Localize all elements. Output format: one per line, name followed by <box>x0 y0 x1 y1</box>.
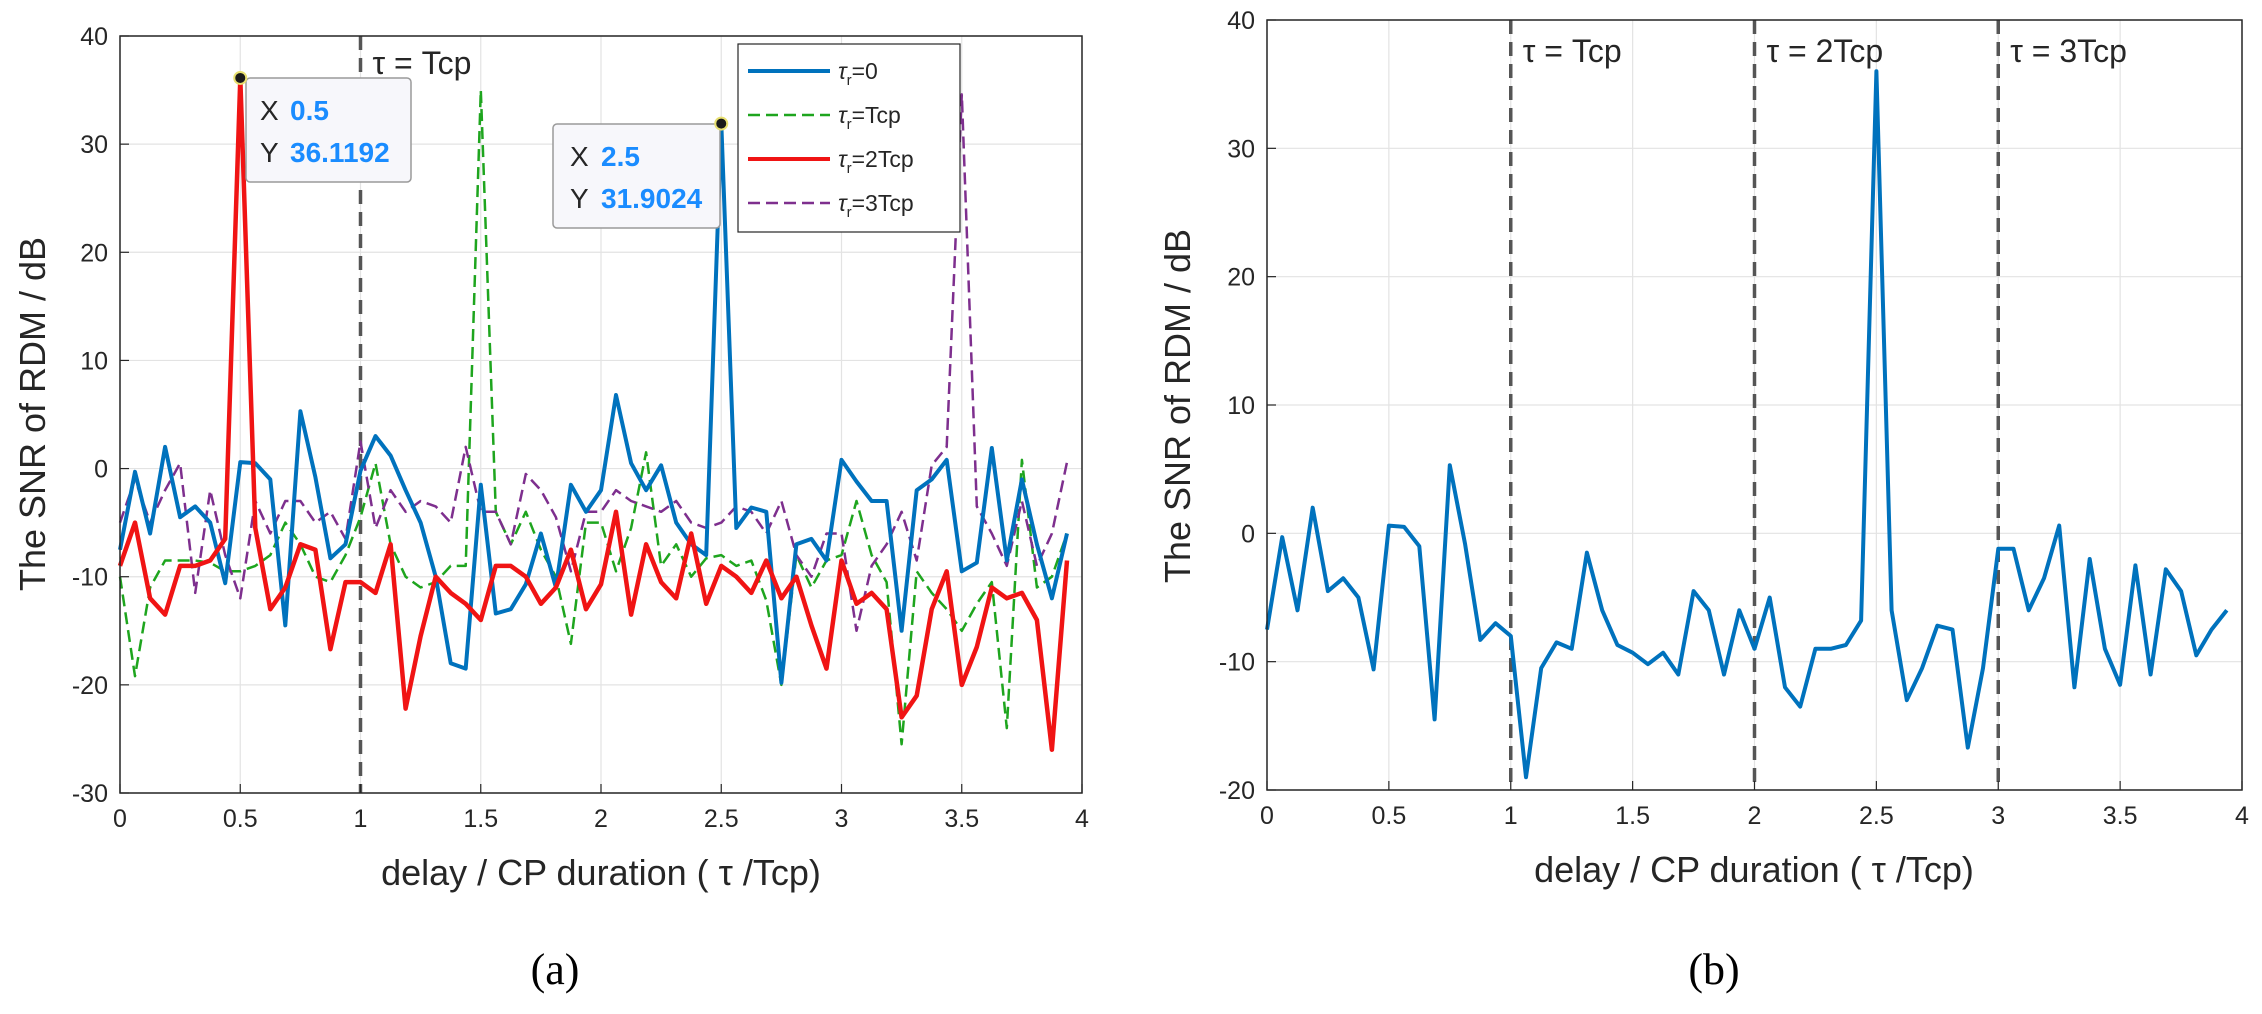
legend-label-symbol: τ <box>838 58 848 84</box>
vlines-a: τ = Tcp <box>358 36 472 793</box>
x-tick-label: 2.5 <box>1859 802 1894 830</box>
y-tick-label: 0 <box>94 456 108 484</box>
legend-label-tail: =0 <box>852 58 878 84</box>
y-tick-label: -10 <box>1219 649 1255 677</box>
series-group-b <box>1265 69 2229 780</box>
ticks-a: 0 0.5 1 1.5 2 2.5 3 3.5 4 -30 -20 -10 0 10 20 30 40 <box>72 23 1089 833</box>
legend-item-3[interactable]: τr=2Tcp <box>748 146 914 177</box>
series-line-a-3 <box>117 75 1070 752</box>
legend-label: τr=2Tcp <box>838 146 914 177</box>
vlines-b: τ = Tcp τ = 2Tcp τ = 3Tcp <box>1509 20 2127 790</box>
datatip-y-key: Y <box>570 183 589 214</box>
datatip-x-value: 2.5 <box>601 141 640 172</box>
y-tick-label: 10 <box>1227 392 1255 420</box>
datatips-a: X 0.5 Y 36.1192 X 2.5 Y 31.9024 <box>233 70 729 229</box>
y-tick-label: -20 <box>72 672 108 700</box>
datatip-y-value: 31.9024 <box>601 183 703 214</box>
panel-label-b: (b) <box>1688 945 1739 994</box>
legend-label-tail: =2Tcp <box>852 146 914 172</box>
x-tick-label: 0.5 <box>1371 802 1406 830</box>
legend-label-subscript: r <box>847 204 852 221</box>
x-tick-label: 0.5 <box>223 805 258 833</box>
x-axis-label-b: delay / CP duration ( τ /Tcp) <box>1534 849 1974 890</box>
legend-item-1[interactable]: τr=0 <box>748 58 878 89</box>
series-group-a <box>117 75 1070 752</box>
x-tick-label: 2.5 <box>704 805 739 833</box>
datatip-2[interactable]: X 2.5 Y 31.9024 <box>552 116 729 229</box>
datatip-marker[interactable] <box>233 70 248 85</box>
x-tick-label: 4 <box>1075 805 1089 833</box>
x-tick-label: 1 <box>1504 802 1518 830</box>
y-tick-label: 0 <box>1241 520 1255 548</box>
x-tick-label: 3 <box>835 805 849 833</box>
y-tick-label: 40 <box>1227 7 1255 35</box>
x-tick-label: 0 <box>113 805 127 833</box>
y-tick-label: -30 <box>72 780 108 808</box>
series-line-a-4 <box>118 93 1069 633</box>
legend-label: τr=3Tcp <box>838 190 914 221</box>
ticks-b: 0 0.5 1 1.5 2 2.5 3 3.5 4 -20 -10 0 10 20 30 40 <box>1219 7 2249 830</box>
y-tick-label: 30 <box>80 131 108 159</box>
legend-label-subscript: r <box>847 116 852 133</box>
vline-label-1: τ = Tcp <box>1523 33 1622 69</box>
y-tick-label: 30 <box>1227 135 1255 163</box>
x-tick-label: 3.5 <box>2103 802 2138 830</box>
legend-label-symbol: τ <box>838 102 848 128</box>
legend-label-subscript: r <box>847 160 852 177</box>
legend-label-subscript: r <box>847 72 852 89</box>
legend-label-tail: =3Tcp <box>852 190 914 216</box>
legend-box <box>737 43 961 233</box>
datatip-box <box>245 77 412 183</box>
y-tick-label: 20 <box>1227 264 1255 292</box>
legend-item-4[interactable]: τr=3Tcp <box>748 190 914 221</box>
vline-label-3: τ = 3Tcp <box>2010 33 2127 69</box>
x-tick-label: 0 <box>1260 802 1274 830</box>
legend-label-symbol: τ <box>838 190 848 216</box>
x-tick-label: 1.5 <box>1615 802 1650 830</box>
y-tick-label: 20 <box>80 239 108 267</box>
legend-label-tail: =Tcp <box>852 102 901 128</box>
y-tick-label: 40 <box>80 23 108 51</box>
datatip-x-key: X <box>260 95 279 126</box>
y-tick-label: 10 <box>80 347 108 375</box>
chart-panel-a: τ = Tcp 0 0.5 1 1.5 2 2.5 3 3.5 4 -30 -20 -10 0 10 20 3… <box>12 23 1089 994</box>
x-tick-label: 1.5 <box>463 805 498 833</box>
datatip-x-key: X <box>570 141 589 172</box>
x-tick-label: 3.5 <box>944 805 979 833</box>
panel-label-a: (a) <box>531 945 580 994</box>
vline-label-2: τ = 2Tcp <box>1767 33 1884 69</box>
vline-label-1: τ = Tcp <box>373 45 472 81</box>
series-line-a-1 <box>118 121 1069 685</box>
datatip-marker[interactable] <box>714 116 729 131</box>
x-tick-label: 4 <box>2235 802 2249 830</box>
y-tick-label: -20 <box>1219 777 1255 805</box>
chart-panel-b: τ = Tcp τ = 2Tcp τ = 3Tcp 0 0.5 1 1.5 2 2.5 3 3.5… <box>1157 7 2249 994</box>
datatip-y-key: Y <box>260 137 279 168</box>
legend-label: τr=Tcp <box>838 102 901 133</box>
legend-item-2[interactable]: τr=Tcp <box>748 102 901 133</box>
datatip-y-value: 36.1192 <box>290 137 390 168</box>
datatip-1[interactable]: X 0.5 Y 36.1192 <box>233 70 412 183</box>
x-tick-label: 3 <box>1991 802 2005 830</box>
y-axis-label-b: The SNR of RDM / dB <box>1157 229 1198 583</box>
y-axis-label-a: The SNR of RDM / dB <box>12 237 53 591</box>
x-tick-label: 2 <box>594 805 608 833</box>
series-line-b-1 <box>1265 69 2229 780</box>
datatip-x-value: 0.5 <box>290 95 329 126</box>
x-tick-label: 2 <box>1748 802 1762 830</box>
datatip-box <box>552 123 721 229</box>
x-axis-label-a: delay / CP duration ( τ /Tcp) <box>381 852 821 893</box>
legend-label-symbol: τ <box>838 146 848 172</box>
legend-label: τr=0 <box>838 58 878 89</box>
x-tick-label: 1 <box>354 805 368 833</box>
y-tick-label: -10 <box>72 564 108 592</box>
